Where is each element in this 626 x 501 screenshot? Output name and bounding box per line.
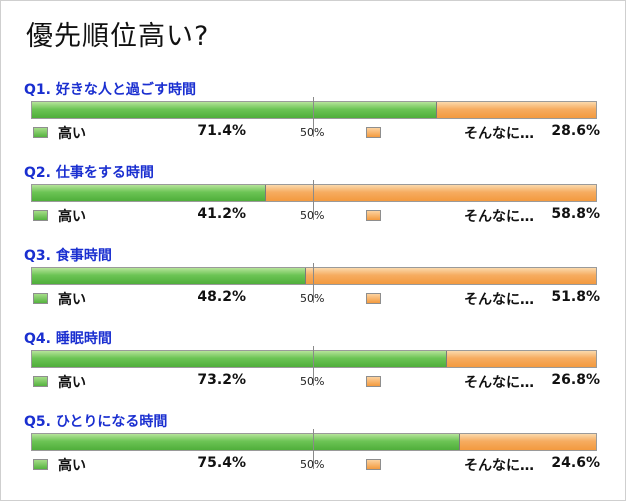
value-label-high: 41.2% xyxy=(197,206,246,222)
midline-50 xyxy=(313,263,314,303)
legend-label-high: 高い xyxy=(58,209,86,225)
legend-label-high: 高い xyxy=(58,292,86,308)
midline-label: 50% xyxy=(300,375,325,388)
stacked-bar xyxy=(31,184,597,202)
midline-50 xyxy=(313,429,314,469)
legend-swatch-low xyxy=(366,127,381,138)
midline-50 xyxy=(313,180,314,220)
legend-label-high: 高い xyxy=(58,375,86,391)
legend-swatch-high xyxy=(33,459,48,470)
legend-swatch-low xyxy=(366,376,381,387)
bar-high-segment xyxy=(32,351,447,367)
midline-50 xyxy=(313,97,314,137)
value-label-high: 71.4% xyxy=(197,123,246,139)
question-row: Q2. 仕事をする時間高い 41.2% 50% そんなに… 58.8% xyxy=(0,162,626,242)
question-label: Q2. 仕事をする時間 xyxy=(24,165,154,181)
legend-swatch-high xyxy=(33,210,48,221)
legend-label-high: 高い xyxy=(58,458,86,474)
question-label: Q1. 好きな人と過ごす時間 xyxy=(24,82,196,98)
value-label-low: 26.8% xyxy=(551,372,600,388)
midline-label: 50% xyxy=(300,126,325,139)
legend-swatch-high xyxy=(33,376,48,387)
midline-label: 50% xyxy=(300,209,325,222)
legend-swatch-low xyxy=(366,293,381,304)
value-label-low: 58.8% xyxy=(551,206,600,222)
question-row: Q5. ひとりになる時間高い 75.4% 50% そんなに… 24.6% xyxy=(0,411,626,491)
question-row: Q3. 食事時間高い 48.2% 50% そんなに… 51.8% xyxy=(0,245,626,325)
legend-swatch-low xyxy=(366,210,381,221)
bar-high-segment xyxy=(32,268,306,284)
stacked-bar xyxy=(31,433,597,451)
question-label: Q3. 食事時間 xyxy=(24,248,112,264)
bar-high-segment xyxy=(32,185,266,201)
stacked-bar xyxy=(31,350,597,368)
question-label: Q5. ひとりになる時間 xyxy=(24,414,168,430)
stacked-bar xyxy=(31,267,597,285)
question-row: Q1. 好きな人と過ごす時間高い 71.4% 50% そんなに… 28.6% xyxy=(0,79,626,159)
question-row: Q4. 睡眠時間高い 73.2% 50% そんなに… 26.8% xyxy=(0,328,626,408)
page-title: 優先順位高い? xyxy=(26,21,210,52)
value-label-high: 73.2% xyxy=(197,372,246,388)
value-label-low: 28.6% xyxy=(551,123,600,139)
bar-high-segment xyxy=(32,102,437,118)
legend-swatch-low xyxy=(366,459,381,470)
legend-swatch-high xyxy=(33,293,48,304)
legend-swatch-high xyxy=(33,127,48,138)
legend-label-low: そんなに… xyxy=(464,375,534,391)
midline-label: 50% xyxy=(300,292,325,305)
question-label: Q4. 睡眠時間 xyxy=(24,331,112,347)
legend-label-low: そんなに… xyxy=(464,209,534,225)
midline-label: 50% xyxy=(300,458,325,471)
legend-label-low: そんなに… xyxy=(464,458,534,474)
legend-label-high: 高い xyxy=(58,126,86,142)
legend-label-low: そんなに… xyxy=(464,292,534,308)
legend-label-low: そんなに… xyxy=(464,126,534,142)
value-label-low: 24.6% xyxy=(551,455,600,471)
value-label-high: 48.2% xyxy=(197,289,246,305)
stacked-bar xyxy=(31,101,597,119)
value-label-low: 51.8% xyxy=(551,289,600,305)
bar-high-segment xyxy=(32,434,460,450)
value-label-high: 75.4% xyxy=(197,455,246,471)
midline-50 xyxy=(313,346,314,386)
